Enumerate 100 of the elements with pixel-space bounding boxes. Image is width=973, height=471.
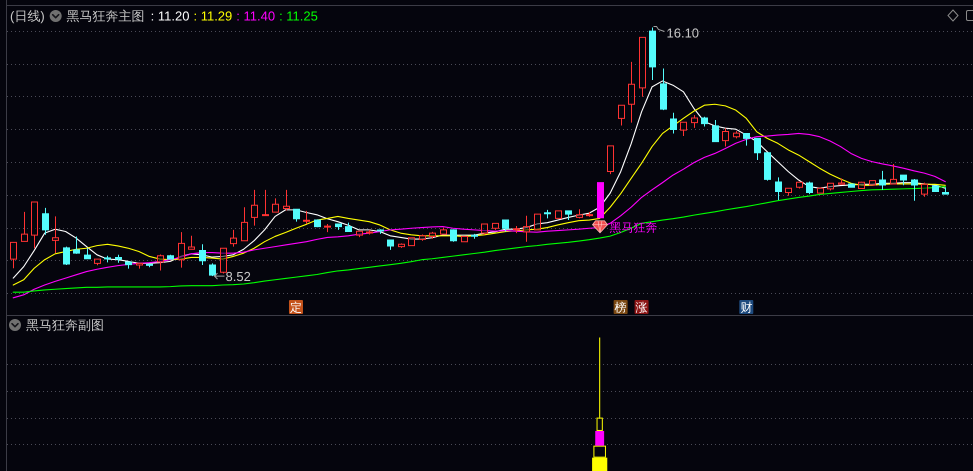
candlestick (806, 181, 813, 195)
candlestick (743, 132, 750, 146)
candlestick (534, 214, 541, 230)
candlestick (178, 232, 185, 268)
candlestick (911, 178, 918, 202)
annotation: : 11.20 (150, 8, 190, 24)
x-tick-label: 定 (290, 300, 302, 314)
candlestick (848, 183, 855, 188)
candlestick (586, 212, 593, 218)
candlestick (670, 112, 677, 134)
candlestick (597, 182, 604, 218)
candlestick (125, 262, 132, 270)
candlestick (754, 138, 761, 161)
annotation: : 11.25 (279, 8, 318, 24)
candlestick (764, 152, 771, 182)
candlestick (544, 209, 551, 219)
candlestick (136, 262, 143, 270)
candlestick (220, 248, 227, 274)
candlestick (607, 145, 614, 175)
candlestick (565, 210, 572, 221)
candlestick (63, 246, 70, 266)
candlestick (680, 122, 687, 137)
candlestick (314, 218, 321, 228)
candlestick (733, 130, 740, 139)
candlestick (921, 182, 928, 198)
candlestick (94, 258, 101, 266)
candlestick (827, 182, 834, 192)
candlestick (712, 119, 719, 142)
candlestick (502, 220, 509, 232)
x-tick-label: 涨 (636, 300, 648, 314)
candlestick (471, 233, 478, 240)
candlestick (408, 237, 415, 246)
candlestick (345, 222, 352, 232)
candlestick (419, 234, 426, 242)
candlestick (199, 244, 206, 266)
candlestick (52, 216, 59, 254)
text: 8.52 (226, 269, 251, 284)
candlestick (639, 36, 646, 98)
candlestick (628, 61, 635, 124)
annotation: : 11.40 (236, 8, 276, 24)
candlestick (691, 114, 698, 128)
candlestick (21, 211, 28, 242)
candlestick (387, 240, 394, 250)
chart-title: (日线) (10, 8, 45, 24)
candlestick (817, 186, 824, 194)
candlestick (461, 236, 468, 242)
candlestick (230, 229, 237, 248)
candlestick (701, 116, 708, 128)
candlestick (157, 254, 164, 272)
candlestick (890, 163, 897, 184)
candlestick (555, 210, 562, 219)
x-tick-label: 财 (740, 300, 752, 314)
candlestick (84, 248, 91, 260)
candlestick (869, 180, 876, 186)
candlestick (283, 189, 290, 212)
candlestick (209, 262, 216, 277)
candlestick (932, 185, 939, 192)
candlestick (785, 188, 792, 196)
candlestick (262, 189, 269, 216)
candlestick (146, 262, 153, 268)
candlestick (398, 242, 405, 248)
candlestick (356, 230, 363, 238)
annotation: : 11.29 (193, 8, 232, 24)
candlestick (324, 223, 331, 233)
candlestick (775, 176, 782, 201)
text: 16.10 (666, 25, 700, 40)
candlestick (10, 242, 17, 269)
candlestick (293, 208, 300, 222)
chart-subtitle: 黑马狂奔主图 (66, 8, 145, 24)
candlestick (167, 254, 174, 260)
candlestick (618, 104, 625, 126)
candlestick (492, 222, 499, 230)
candlestick (31, 202, 38, 249)
candlestick (450, 228, 457, 242)
candlestick (858, 181, 865, 190)
candlestick (440, 227, 447, 235)
chart-title: 黑马狂奔副图 (26, 318, 104, 332)
candlestick (104, 255, 111, 263)
candlestick (303, 210, 310, 224)
candlestick (272, 198, 279, 213)
candlestick (576, 208, 583, 219)
candlestick (251, 189, 258, 226)
candlestick (900, 174, 907, 186)
candlestick (429, 231, 436, 240)
x-tick-label: 榜 (614, 300, 627, 314)
candlestick (513, 225, 520, 234)
candlestick (335, 223, 342, 230)
candlestick (796, 182, 803, 190)
candlestick (115, 254, 122, 264)
candlestick (73, 236, 80, 254)
candlestick (42, 207, 49, 236)
candlestick (879, 170, 886, 190)
candlestick (377, 228, 384, 234)
candlestick (523, 215, 530, 242)
candlestick (366, 229, 373, 235)
candlestick (481, 223, 488, 236)
candlestick (838, 178, 845, 185)
candlestick (241, 206, 248, 242)
candlestick (188, 235, 195, 250)
candlestick (649, 26, 656, 80)
